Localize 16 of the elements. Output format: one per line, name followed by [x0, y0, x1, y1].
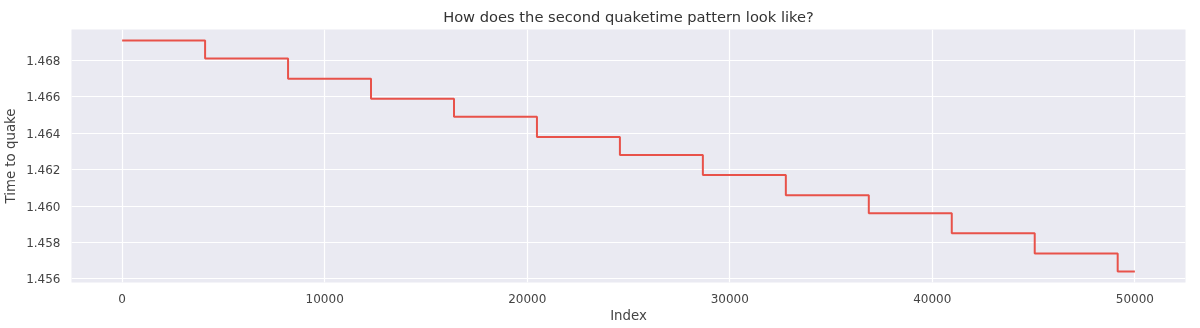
y-tick-label: 1.456 — [26, 272, 61, 287]
y-tick-label: 1.464 — [26, 126, 61, 141]
chart-title: How does the second quaketime pattern look like? — [443, 7, 814, 25]
y-tick-label: 1.460 — [26, 199, 61, 214]
y-tick-label: 1.466 — [26, 90, 61, 105]
x-tick-label: 20000 — [508, 291, 547, 306]
x-tick-label: 30000 — [710, 291, 749, 306]
y-tick-label: 1.462 — [26, 163, 61, 178]
y-tick-label: 1.458 — [26, 235, 61, 250]
x-tick-label: 40000 — [913, 291, 952, 306]
y-axis-title: Time to quake — [3, 108, 19, 205]
x-axis-title: Index — [610, 307, 647, 323]
y-tick-label: 1.468 — [26, 53, 61, 68]
x-tick-label: 50000 — [1115, 291, 1154, 306]
x-tick-label: 0 — [118, 291, 126, 306]
x-tick-label: 10000 — [305, 291, 344, 306]
